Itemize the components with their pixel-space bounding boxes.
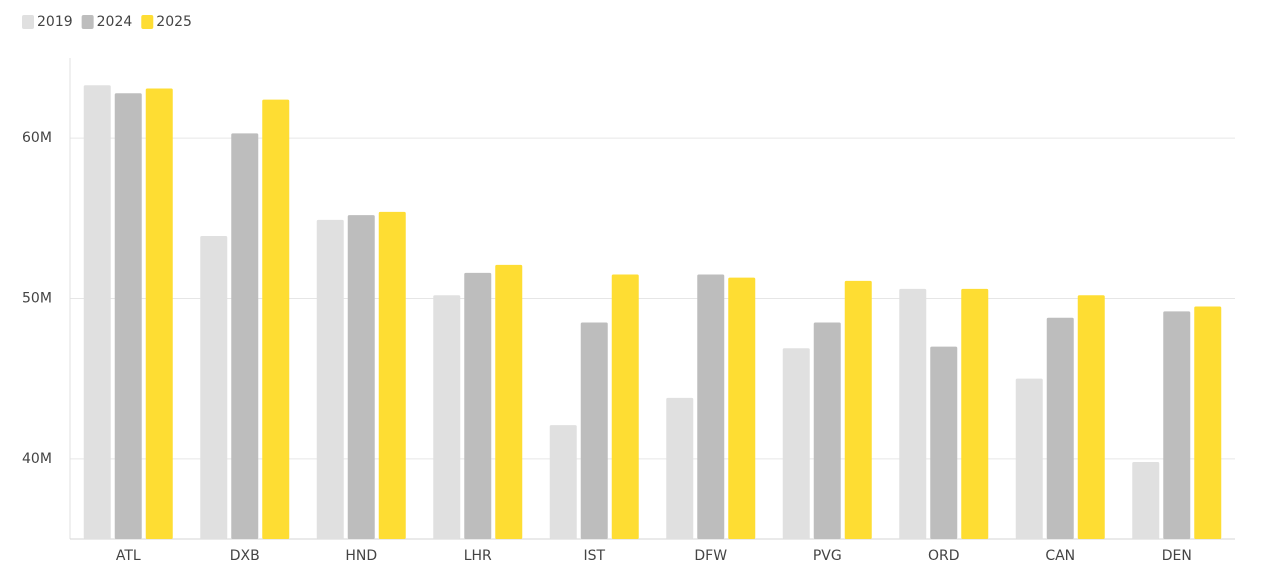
bar	[378, 211, 406, 540]
bar	[1015, 378, 1043, 539]
bar	[316, 219, 344, 540]
bar	[83, 85, 111, 540]
bar	[666, 397, 694, 539]
bar	[611, 274, 639, 539]
bar	[961, 288, 989, 539]
x-tick-label: ORD	[928, 548, 960, 564]
legend-item[interactable]: 2025	[141, 14, 192, 30]
legend-label: 2024	[97, 14, 133, 30]
x-tick-label: DXB	[230, 548, 260, 564]
bar	[114, 93, 142, 540]
y-tick-label: 40M	[22, 451, 52, 467]
bar	[200, 235, 228, 539]
x-tick-label: HND	[345, 548, 377, 564]
bar	[1132, 462, 1160, 539]
bar	[844, 280, 872, 539]
bar	[697, 274, 725, 539]
legend-item[interactable]: 2019	[22, 14, 73, 30]
y-tick-label: 50M	[22, 291, 52, 307]
x-tick-label: ATL	[116, 548, 141, 564]
bar	[231, 133, 259, 539]
legend-swatch	[22, 15, 34, 29]
bar	[1046, 317, 1074, 539]
bar	[813, 322, 841, 539]
bar	[495, 264, 523, 539]
bar	[930, 346, 958, 539]
bar	[262, 99, 290, 539]
bar	[899, 288, 927, 539]
bar	[433, 295, 461, 539]
x-tick-label: CAN	[1045, 548, 1075, 564]
x-tick-label: PVG	[813, 548, 842, 564]
x-tick-label: IST	[583, 548, 605, 564]
legend-swatch	[81, 15, 94, 29]
legend-swatch	[141, 15, 154, 29]
x-tick-label: DFW	[694, 548, 727, 564]
bar	[1194, 306, 1222, 539]
bar	[347, 215, 375, 540]
bar	[782, 348, 810, 539]
legend-label: 2025	[156, 14, 192, 30]
bar	[1163, 311, 1191, 539]
bar	[464, 272, 492, 539]
bar	[1077, 295, 1105, 539]
bar	[580, 322, 608, 539]
x-tick-label: DEN	[1162, 548, 1192, 564]
legend-label: 2019	[37, 14, 73, 30]
bar	[728, 277, 756, 539]
legend-item[interactable]: 2024	[81, 14, 133, 30]
y-tick-label: 60M	[22, 130, 52, 146]
x-tick-label: LHR	[464, 548, 492, 564]
bar	[145, 88, 173, 540]
bar	[549, 425, 577, 539]
